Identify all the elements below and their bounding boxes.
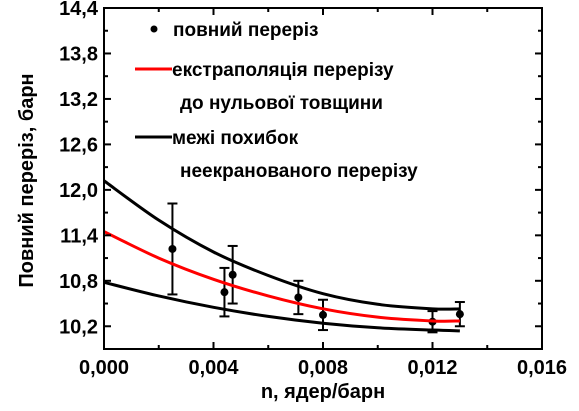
data-point	[318, 298, 328, 332]
y-tick-label: 13,8	[59, 43, 98, 65]
data-point	[227, 244, 238, 305]
y-tick-label: 12,6	[59, 134, 98, 156]
legend-label: екстраполяція перерізу	[172, 60, 394, 81]
data-point-marker	[319, 310, 327, 319]
axis-ticks: 0,000 0,004 0,008 0,012 0,016 10,2 10,8 11,4 12,…	[59, 0, 567, 379]
y-tick-label: 10,2	[59, 316, 98, 338]
legend-marker-dot	[150, 25, 158, 33]
x-tick-label: 0,012	[407, 357, 457, 379]
data-point	[167, 202, 178, 296]
data-point-marker	[168, 244, 177, 253]
data-point-marker	[228, 270, 237, 279]
y-tick-label: 13,2	[59, 89, 98, 111]
legend-label: до нульової товщини	[180, 93, 383, 114]
x-tick-label: 0,016	[517, 357, 567, 379]
y-tick-label: 12,0	[59, 180, 98, 202]
x-tick-label: 0,000	[79, 357, 129, 379]
y-tick-label: 11,4	[60, 225, 99, 247]
data-point-marker	[220, 288, 229, 297]
extrapolation-curve	[103, 230, 460, 323]
data-point-marker	[455, 310, 464, 319]
plot-area	[103, 179, 465, 334]
data-point	[454, 301, 465, 328]
y-tick-label: 14,4	[59, 0, 99, 20]
legend-label: повний переріз	[173, 20, 318, 41]
data-point-marker	[294, 293, 303, 302]
legend-label: неекранованого перерізу	[180, 161, 418, 182]
y-tick-label: 10,8	[59, 271, 98, 293]
x-tick-label: 0,004	[188, 357, 239, 379]
legend-label: межі похибок	[172, 128, 299, 149]
legend: повний переріз екстраполяція перерізу до н…	[135, 20, 418, 182]
y-axis-label: Повний переріз, барн	[16, 73, 38, 287]
x-tick-label: 0,008	[298, 357, 348, 379]
x-axis-label: n, ядер/барн	[261, 381, 385, 403]
upper-error-bound-curve	[103, 179, 460, 311]
lower-error-bound-curve	[103, 280, 460, 333]
